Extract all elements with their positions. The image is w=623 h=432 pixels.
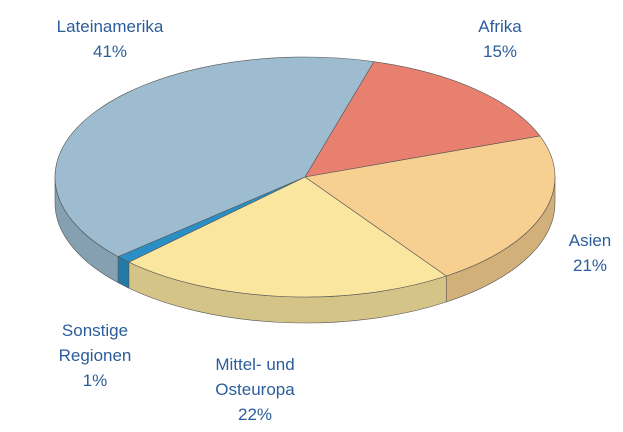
slice [304,61,541,178]
category-name: Lateinamerika [56,17,164,36]
value-label: 21% [572,256,608,275]
slice-label: Sonstige Regionen 1% [45,318,145,393]
value-label: 15% [482,42,518,61]
slice-label: Asien 21% [545,228,623,278]
slice [304,135,556,277]
slice-label: Lateinamerika 41% [40,14,180,64]
category-name: Mittel- und Osteuropa [215,355,295,399]
category-name: Afrika [478,17,522,36]
value-label: 22% [237,405,273,424]
category-name: Asien [568,231,612,250]
slice-label: Afrika 15% [455,14,545,64]
slice [54,56,375,258]
slice-label: Mittel- und Osteuropa 22% [195,352,315,427]
category-name: Sonstige Regionen [58,321,132,365]
value-label: 1% [82,371,108,390]
value-label: 41% [92,42,128,61]
slice [128,176,447,298]
